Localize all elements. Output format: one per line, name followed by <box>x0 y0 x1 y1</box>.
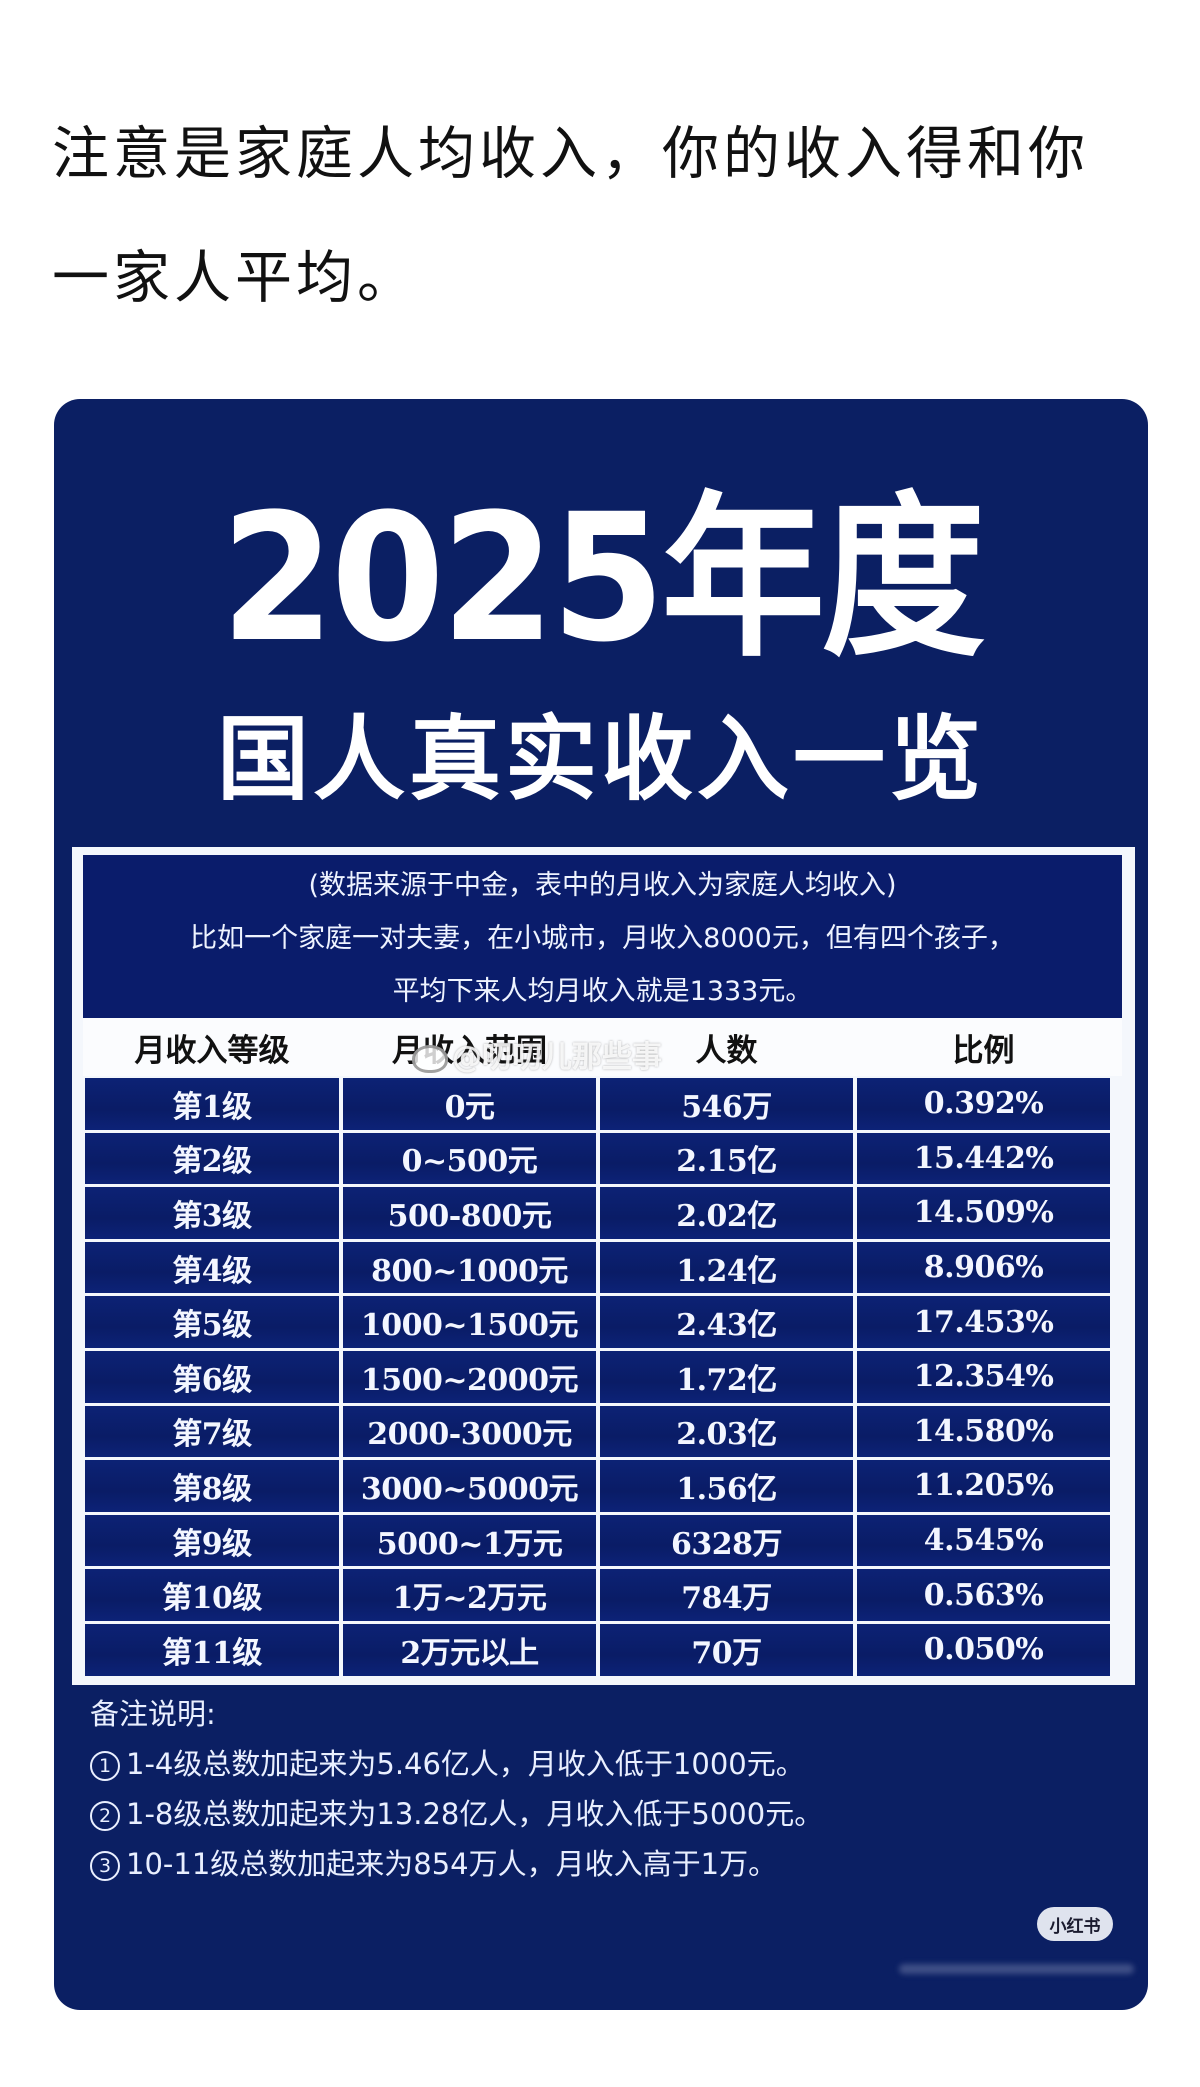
header-ratio: 比例 <box>952 1032 1015 1069</box>
circled-number-icon: 1 <box>90 1751 120 1781</box>
cell-ratio: 4.545% <box>857 1514 1110 1567</box>
table-row: 第10级 1万~2万元 784万 0.563% <box>83 1567 1122 1622</box>
header-level: 月收入等级 <box>134 1032 290 1069</box>
table-row: 第11级 2万元以上 70万 0.050% <box>83 1622 1122 1677</box>
header-range: 月收入范围 <box>392 1032 547 1069</box>
caption-line-2: 一家人平均。 <box>52 245 418 311</box>
cell-range: 500-800元 <box>343 1187 596 1239</box>
header-count: 人数 <box>695 1032 758 1069</box>
cell-count: 1.56亿 <box>600 1460 853 1512</box>
cell-count: 70万 <box>600 1623 853 1676</box>
circled-number-icon: 2 <box>90 1801 120 1831</box>
title-year: 2025年度 <box>220 476 985 681</box>
table-header: 月收入等级 月收入范围 人数 比例 <box>83 1018 1122 1076</box>
cell-count: 2.15亿 <box>600 1132 853 1185</box>
remark-text: 1-8级总数加起来为13.28亿人，月收入低于5000元。 <box>126 1797 824 1831</box>
cell-level: 第11级 <box>85 1623 339 1676</box>
cell-range: 1000~1500元 <box>343 1296 596 1348</box>
cell-range: 1万~2万元 <box>343 1569 596 1621</box>
cell-level: 第1级 <box>85 1078 339 1130</box>
cell-count: 546万 <box>600 1078 853 1130</box>
table-row: 第1级 0元 546万 0.392% <box>83 1076 1122 1131</box>
table-row: 第3级 500-800元 2.02亿 14.509% <box>83 1185 1122 1240</box>
title-subtitle: 国人真实收入一览 <box>216 705 985 813</box>
cell-level: 第6级 <box>85 1350 339 1403</box>
cell-level: 第4级 <box>85 1241 339 1294</box>
cell-level: 第10级 <box>85 1569 339 1621</box>
cell-range: 5000~1万元 <box>343 1514 596 1567</box>
cell-range: 800~1000元 <box>343 1241 596 1294</box>
cell-level: 第3级 <box>85 1187 339 1239</box>
cell-count: 2.43亿 <box>600 1296 853 1348</box>
cell-level: 第5级 <box>85 1296 339 1348</box>
cell-level: 第9级 <box>85 1514 339 1567</box>
cell-range: 0元 <box>343 1078 596 1130</box>
table-row: 第8级 3000~5000元 1.56亿 11.205% <box>83 1458 1122 1513</box>
cell-count: 2.02亿 <box>600 1187 853 1239</box>
remarks-title: 备注说明: <box>90 1697 216 1731</box>
income-table: (数据来源于中金，表中的月收入为家庭人均收入) 比如一个家庭一对夫妻，在小城市，… <box>72 847 1135 1685</box>
note-line-3: 平均下来人均月收入就是1333元。 <box>392 976 813 1007</box>
cell-ratio: 14.580% <box>857 1405 1110 1458</box>
cell-count: 1.72亿 <box>600 1350 853 1403</box>
table-body: 第1级 0元 546万 0.392% 第2级 0~500元 2.15亿 15.442% 第3… <box>83 1076 1122 1677</box>
table-row: 第4级 800~1000元 1.24亿 8.906% <box>83 1240 1122 1295</box>
note-line-1: (数据来源于中金，表中的月收入为家庭人均收入) <box>308 870 897 901</box>
data-source-note: (数据来源于中金，表中的月收入为家庭人均收入) 比如一个家庭一对夫妻，在小城市，… <box>83 855 1122 1018</box>
cell-count: 784万 <box>600 1569 853 1621</box>
remark-item: 1 1-4级总数加起来为5.46亿人，月收入低于1000元。 <box>90 1739 823 1789</box>
cell-level: 第8级 <box>85 1460 339 1512</box>
remarks-section: 备注说明: 1 1-4级总数加起来为5.46亿人，月收入低于1000元。 2 1-8… <box>90 1689 823 1889</box>
cell-range: 2万元以上 <box>343 1623 596 1676</box>
cell-ratio: 8.906% <box>857 1241 1110 1294</box>
cell-ratio: 0.392% <box>857 1078 1110 1130</box>
income-infographic-card: 2025年度 国人真实收入一览 (数据来源于中金，表中的月收入为家庭人均收入) … <box>54 399 1148 2010</box>
cell-ratio: 11.205% <box>857 1460 1110 1512</box>
caption-line-1: 注意是家庭人均收入，你的收入得和你 <box>52 121 1089 187</box>
remark-text: 10-11级总数加起来为854万人，月收入高于1万。 <box>126 1847 778 1881</box>
cell-count: 6328万 <box>600 1514 853 1567</box>
cell-ratio: 0.050% <box>857 1623 1110 1676</box>
table-row: 第7级 2000-3000元 2.03亿 14.580% <box>83 1404 1122 1459</box>
cell-ratio: 17.453% <box>857 1296 1110 1348</box>
table-row: 第6级 1500~2000元 1.72亿 12.354% <box>83 1349 1122 1404</box>
cell-count: 2.03亿 <box>600 1405 853 1458</box>
xiaohongshu-logo-badge: 小红书 <box>1037 1907 1113 1941</box>
remark-item: 3 10-11级总数加起来为854万人，月收入高于1万。 <box>90 1839 823 1889</box>
cell-level: 第2级 <box>85 1132 339 1185</box>
cell-ratio: 0.563% <box>857 1569 1110 1621</box>
note-line-2: 比如一个家庭一对夫妻，在小城市，月收入8000元，但有四个孩子， <box>190 923 1015 954</box>
blurred-user-id <box>899 1964 1134 1974</box>
table-row: 第5级 1000~1500元 2.43亿 17.453% <box>83 1294 1122 1349</box>
circled-number-icon: 3 <box>90 1851 120 1881</box>
cell-ratio: 15.442% <box>857 1132 1110 1185</box>
remark-text: 1-4级总数加起来为5.46亿人，月收入低于1000元。 <box>126 1747 805 1781</box>
cell-range: 0~500元 <box>343 1132 596 1185</box>
cell-range: 1500~2000元 <box>343 1350 596 1403</box>
post-caption: 注意是家庭人均收入，你的收入得和你 一家人平均。 <box>52 92 1162 340</box>
cell-ratio: 14.509% <box>857 1187 1110 1239</box>
table-row: 第9级 5000~1万元 6328万 4.545% <box>83 1513 1122 1568</box>
cell-count: 1.24亿 <box>600 1241 853 1294</box>
cell-ratio: 12.354% <box>857 1350 1110 1403</box>
cell-level: 第7级 <box>85 1405 339 1458</box>
cell-range: 2000-3000元 <box>343 1405 596 1458</box>
remark-item: 2 1-8级总数加起来为13.28亿人，月收入低于5000元。 <box>90 1789 823 1839</box>
cell-range: 3000~5000元 <box>343 1460 596 1512</box>
table-row: 第2级 0~500元 2.15亿 15.442% <box>83 1131 1122 1186</box>
